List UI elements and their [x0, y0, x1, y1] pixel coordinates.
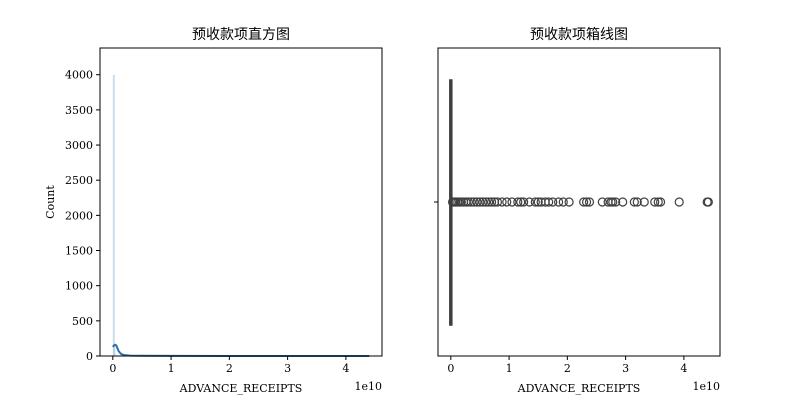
- boxplot-outlier: [487, 197, 497, 207]
- boxplot-outlier: [584, 197, 595, 207]
- histogram-bar: [112, 74, 115, 356]
- boxplot-outlier: [472, 197, 482, 207]
- boxplot-outlier: [597, 197, 607, 207]
- boxplot-outlier: [548, 197, 558, 207]
- histogram-panel: 预收款项直方图 0 1 2 3 4 0 500 1000 1500 2000 2500 3000 35…: [44, 26, 383, 395]
- boxplot-outlier: [456, 197, 466, 207]
- histogram-title: 预收款项直方图: [192, 26, 290, 43]
- boxplot-outlier: [484, 197, 494, 207]
- histogram-marks: [112, 74, 370, 357]
- boxplot-outlier: [507, 197, 517, 207]
- boxplot-outlier: [653, 197, 663, 207]
- boxplot-outlier: [581, 197, 592, 207]
- histogram-y-tick-label: 1500: [65, 245, 93, 258]
- boxplot-outlier: [544, 197, 554, 207]
- boxplot-outlier: [629, 197, 639, 207]
- boxplot-outlier: [530, 197, 540, 207]
- boxplot-outlier: [466, 197, 476, 207]
- histogram-y-tick-label: 2500: [65, 174, 93, 187]
- boxplot-marks: [447, 79, 713, 326]
- histogram-x-tick-label: 2: [226, 362, 233, 375]
- histogram-x-tick-label: 0: [109, 362, 116, 375]
- boxplot-outlier: [611, 197, 621, 207]
- boxplot-outlier: [650, 197, 660, 207]
- histogram-y-tick-label: 4000: [65, 69, 93, 82]
- histogram-y-axis-label: Count: [44, 185, 57, 219]
- boxplot-outlier: [579, 197, 589, 207]
- histogram-x-tick-label: 3: [284, 362, 291, 375]
- histogram-plot-frame: [99, 47, 383, 357]
- boxplot-outlier: [554, 197, 564, 207]
- histogram-y-tick-label: 3000: [65, 139, 93, 152]
- boxplot-outlier: [497, 197, 507, 207]
- histogram-y-ticks: 0 500 1000 1500 2000 2500 3000 3500 4000: [65, 69, 100, 363]
- boxplot-outlier: [513, 197, 523, 207]
- boxplot-panel: 预收款项箱线图 0 1 2 3 4 ADVANCE_RECEIPTS 1e10: [434, 27, 721, 395]
- boxplot-plot-frame: [437, 47, 721, 357]
- boxplot-x-tick-label: 3: [622, 362, 629, 375]
- boxplot-x-offset-label: 1e10: [692, 380, 720, 393]
- boxplot-x-ticks: 0 1 2 3 4: [447, 356, 687, 375]
- boxplot-x-axis-label: ADVANCE_RECEIPTS: [517, 382, 641, 395]
- boxplot-outlier: [639, 197, 649, 207]
- boxplot-outlier: [564, 197, 574, 207]
- boxplot-outlier: [478, 197, 488, 207]
- boxplot-outlier: [533, 197, 543, 207]
- boxplot-outlier: [469, 197, 479, 207]
- histogram-y-tick-label: 1000: [65, 280, 93, 293]
- boxplot-x-tick-label: 0: [447, 362, 454, 375]
- boxplot-outlier: [632, 197, 642, 207]
- histogram-y-tick-label: 500: [72, 315, 93, 328]
- boxplot-outlier: [703, 197, 713, 207]
- boxplot-outlier: [674, 197, 684, 207]
- histogram-x-tick-label: 4: [342, 362, 349, 375]
- histogram-x-axis-label: ADVANCE_RECEIPTS: [179, 382, 303, 395]
- histogram-y-tick-label: 3500: [65, 104, 93, 117]
- boxplot-title: 预收款项箱线图: [530, 27, 628, 43]
- boxplot-outlier: [492, 197, 503, 207]
- boxplot-outlier: [558, 197, 568, 207]
- boxplot-outlier: [463, 197, 473, 207]
- histogram-x-tick-label: 1: [168, 362, 175, 375]
- boxplot-x-tick-label: 2: [564, 362, 571, 375]
- boxplot-outlier: [608, 197, 618, 207]
- boxplot-outlier: [475, 197, 485, 207]
- histogram-kde-line: [112, 343, 370, 357]
- boxplot-outlier: [655, 197, 666, 207]
- boxplot-outlier: [618, 197, 628, 207]
- boxplot-outlier: [502, 197, 512, 207]
- boxplot-outlier: [519, 197, 529, 207]
- boxplot-x-tick-label: 1: [506, 362, 513, 375]
- histogram-x-offset-label: 1e10: [354, 380, 382, 393]
- histogram-y-tick-label: 0: [86, 350, 93, 363]
- boxplot-x-tick-label: 4: [680, 362, 687, 375]
- histogram-x-ticks: 0 1 2 3 4: [109, 356, 349, 375]
- histogram-bar: [113, 345, 116, 356]
- boxplot-outlier: [481, 197, 491, 207]
- histogram-y-tick-label: 2000: [65, 209, 93, 222]
- boxplot-outlier: [516, 197, 526, 207]
- boxplot-outlier: [524, 197, 535, 207]
